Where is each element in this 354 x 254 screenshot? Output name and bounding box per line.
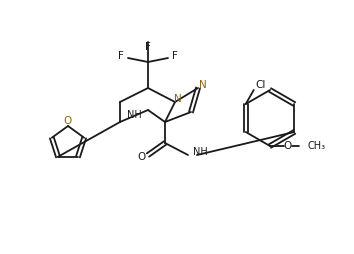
Text: NH: NH [127,110,142,120]
Text: F: F [145,42,151,52]
Text: O: O [284,141,292,151]
Text: N: N [199,80,207,90]
Text: O: O [64,116,72,126]
Text: O: O [138,152,146,162]
Text: NH: NH [193,147,208,157]
Text: F: F [118,51,124,61]
Text: Cl: Cl [256,80,266,90]
Text: F: F [172,51,178,61]
Text: N: N [174,94,182,104]
Text: CH₃: CH₃ [307,141,325,151]
